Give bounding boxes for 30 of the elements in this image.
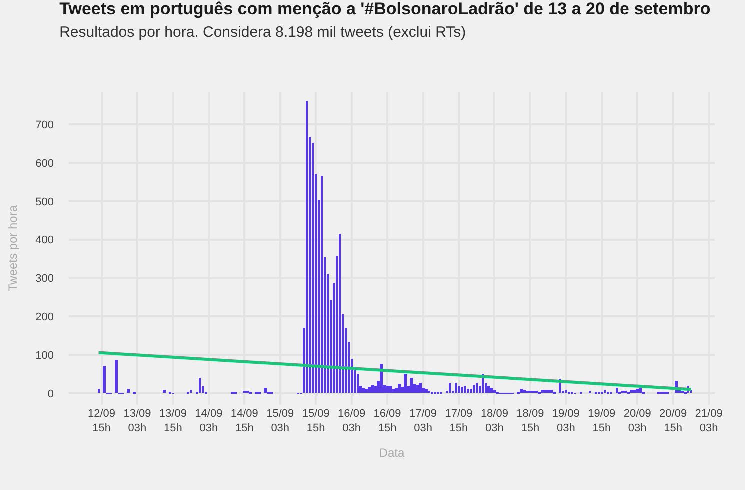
x-tick-label: 18/09 15h xyxy=(516,408,544,434)
x-tick-label: 12/09 15h xyxy=(88,408,116,434)
y-tick-label: 700 xyxy=(36,119,54,132)
y-tick-label: 0 xyxy=(48,388,54,400)
x-tick-label: 19/09 03h xyxy=(552,408,580,434)
x-tick-label: 14/09 03h xyxy=(195,408,223,434)
x-tick-label: 13/09 15h xyxy=(159,408,187,434)
x-tick-label: 20/09 15h xyxy=(660,408,688,434)
chart-title: Tweets em português com menção a '#BolsonaroLadrão' de 13 a 20 de setembro xyxy=(60,0,711,19)
x-tick-label: 18/09 03h xyxy=(480,408,508,434)
x-tick-label: 15/09 15h xyxy=(302,408,330,434)
y-tick-label: 400 xyxy=(36,234,54,247)
x-axis-title: Data xyxy=(379,446,405,460)
x-tick-label: 16/09 03h xyxy=(338,408,366,434)
y-tick-label: 100 xyxy=(36,350,54,362)
x-tick-label: 16/09 15h xyxy=(374,408,402,434)
x-tick-label: 20/09 03h xyxy=(624,408,652,434)
x-tick-label: 21/09 03h xyxy=(695,408,723,434)
x-tick-label: 15/09 03h xyxy=(266,408,294,434)
x-tick-label: 13/09 03h xyxy=(124,408,152,434)
y-tick-label: 300 xyxy=(36,273,54,286)
chart-subtitle: Resultados por hora. Considera 8.198 mil tweets (exclui RTs) xyxy=(60,24,466,41)
x-tick-label: 17/09 03h xyxy=(409,408,438,434)
y-tick-label: 200 xyxy=(36,312,54,324)
y-tick-label: 500 xyxy=(36,196,54,208)
x-tick-label: 14/09 15h xyxy=(230,408,258,434)
x-tick-label: 17/09 15h xyxy=(445,408,473,434)
y-axis-title: Tweets por hora xyxy=(6,205,20,292)
y-tick-label: 600 xyxy=(36,158,54,170)
x-tick-label: 19/09 15h xyxy=(588,408,616,434)
